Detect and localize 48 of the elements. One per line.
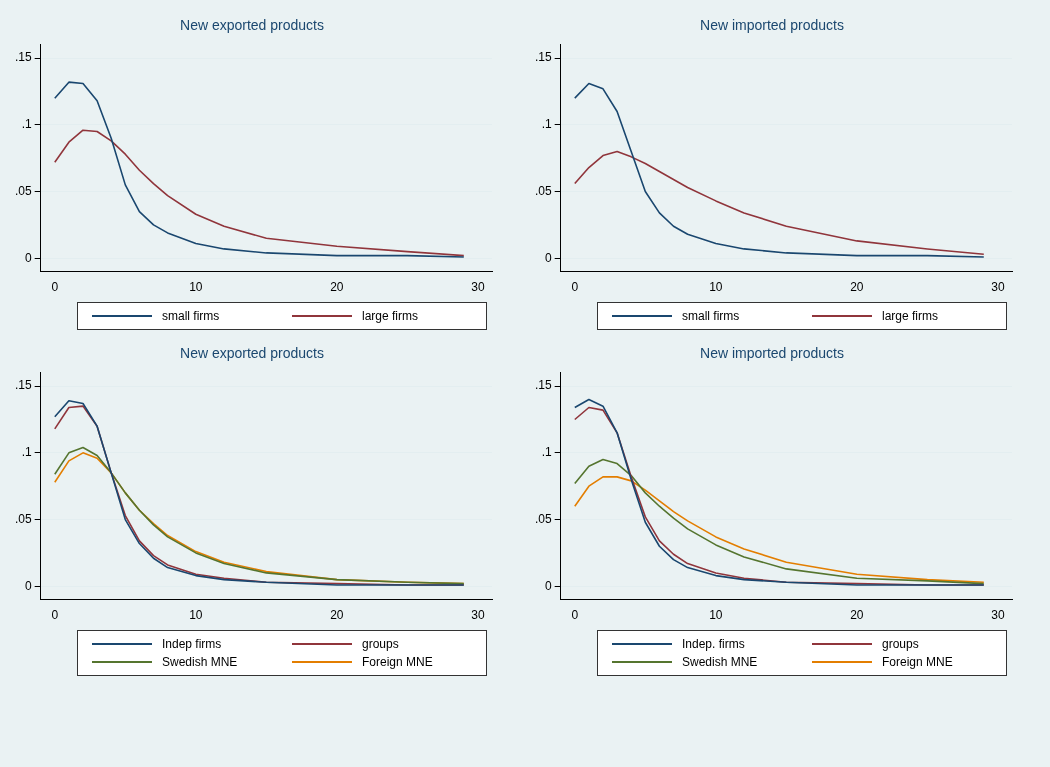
x-tick-label: 0	[51, 608, 59, 623]
chart-title: New imported products	[700, 17, 844, 34]
x-tick-label: 10	[709, 280, 723, 295]
x-tick-label: 10	[709, 608, 723, 623]
x-tick-label: 30	[991, 608, 1005, 623]
x-tick-label: 20	[850, 280, 864, 295]
y-tick-label: .1	[21, 445, 32, 460]
legend-label: Swedish MNE	[682, 655, 758, 669]
legend-label: Indep. firms	[682, 637, 745, 651]
y-tick-label: .15	[14, 50, 32, 65]
chart-title: New imported products	[700, 345, 844, 362]
legend-label: Foreign MNE	[882, 655, 953, 669]
x-tick-label: 0	[571, 280, 579, 295]
x-tick-label: 30	[991, 280, 1005, 295]
x-tick-label: 10	[189, 280, 203, 295]
y-tick-label: .15	[14, 378, 32, 393]
y-tick-label: .1	[21, 117, 32, 132]
legend-label: small firms	[682, 309, 740, 323]
x-tick-label: 30	[471, 280, 485, 295]
x-tick-label: 20	[330, 608, 344, 623]
x-tick-label: 0	[51, 280, 59, 295]
legend-label: Swedish MNE	[162, 655, 238, 669]
chart-title: New exported products	[180, 17, 324, 34]
y-tick-label: 0	[544, 578, 552, 593]
y-tick-label: 0	[24, 578, 32, 593]
y-tick-label: 0	[24, 250, 32, 265]
chart-title: New exported products	[180, 345, 324, 362]
y-tick-label: .05	[14, 511, 32, 526]
y-tick-label: .15	[534, 50, 552, 65]
x-tick-label: 20	[850, 608, 864, 623]
x-tick-label: 10	[189, 608, 203, 623]
legend-label: large firms	[362, 309, 419, 323]
legend-label: Indep firms	[162, 637, 222, 651]
x-tick-label: 0	[571, 608, 579, 623]
legend-label: groups	[362, 637, 399, 651]
y-tick-label: 0	[544, 250, 552, 265]
y-tick-label: .1	[541, 445, 552, 460]
legend-label: small firms	[162, 309, 220, 323]
y-tick-label: .05	[14, 183, 32, 198]
y-tick-label: .1	[541, 117, 552, 132]
y-tick-label: .05	[534, 511, 552, 526]
y-tick-label: .15	[534, 378, 552, 393]
legend-label: Foreign MNE	[362, 655, 433, 669]
y-tick-label: .05	[534, 183, 552, 198]
legend-label: large firms	[882, 309, 939, 323]
x-tick-label: 30	[471, 608, 485, 623]
legend-label: groups	[882, 637, 919, 651]
x-tick-label: 20	[330, 280, 344, 295]
